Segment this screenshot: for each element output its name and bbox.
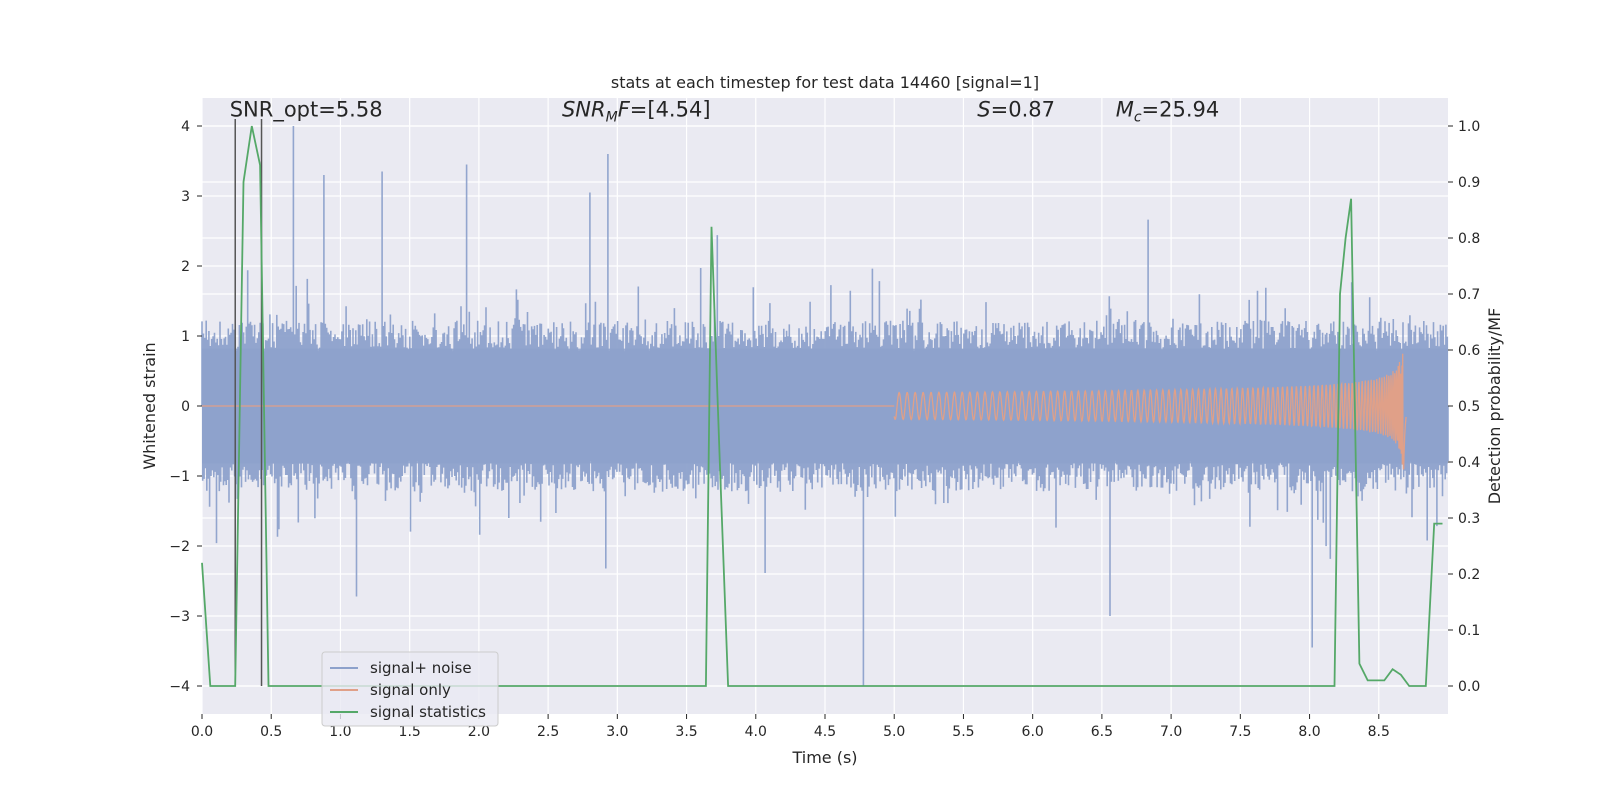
y2-tick-label: 0.2 [1458,567,1480,583]
y-tick-label: 3 [181,189,190,205]
y2-axis-label: Detection probability/MF [1485,308,1504,505]
annotation-text: Mc=25.94 [1116,98,1220,126]
y2-tick-label: 0.8 [1458,231,1480,247]
x-tick-label: 5.5 [952,724,974,740]
x-axis-ticks: 0.0 0.5 1.0 1.5 2.0 2.5 3.0 3.5 4.0 4.5 5.0 5.5 6.0 6… [191,714,1390,740]
y2-tick-label: 0.4 [1458,455,1480,471]
legend-label-signal: signal only [370,681,451,699]
y2-tick-label: 0.9 [1458,175,1480,191]
y-tick-label: −1 [169,469,190,485]
x-tick-label: 2.0 [468,724,490,740]
x-tick-label: 2.5 [537,724,559,740]
noise-line [201,126,1449,686]
legend-box [321,651,499,727]
y-tick-label: −3 [169,609,190,625]
x-tick-label: 6.0 [1022,724,1044,740]
y-tick-label: 4 [181,119,190,135]
x-tick-label: 5.0 [883,724,905,740]
y-tick-label: 2 [181,259,190,275]
x-tick-label: 3.0 [606,724,628,740]
x-tick-label: 8.0 [1298,724,1320,740]
chart-title: stats at each timestep for test data 144… [611,73,1039,92]
annotations: SNR_opt=5.58 SNRMF=[4.54] S=0.87 Mc=25.94 [230,98,1220,126]
x-tick-label: 7.0 [1160,724,1182,740]
x-tick-label: 1.0 [329,724,351,740]
y-tick-label: 0 [181,399,190,415]
stats-line [201,125,1443,687]
x-tick-label: 4.5 [814,724,836,740]
y2-tick-label: 0.7 [1458,287,1480,303]
legend-label-stats: signal statistics [370,703,486,721]
signal-line [893,353,1407,470]
y2-tick-label: 1.0 [1458,119,1480,135]
x-axis-label: Time (s) [791,748,857,767]
annotation-text: S=0.87 [977,98,1055,122]
y-axis-label: Whitened strain [140,342,159,469]
y2-tick-label: 0.3 [1458,511,1480,527]
x-tick-label: 6.5 [1091,724,1113,740]
legend-label-noise: signal+ noise [370,659,472,677]
y2-tick-label: 0.0 [1458,679,1480,695]
y2-tick-label: 0.5 [1458,399,1480,415]
x-tick-label: 8.5 [1368,724,1390,740]
noise-series [201,126,1449,686]
y2-axis-ticks: 0.0 0.1 0.2 0.3 0.4 0.5 0.6 0.7 0.8 0.9 1.0 [1448,119,1480,695]
x-tick-label: 3.5 [675,724,697,740]
y2-tick-label: 0.6 [1458,343,1480,359]
x-tick-label: 7.5 [1229,724,1251,740]
y-tick-label: −2 [169,539,190,555]
y-tick-label: −4 [169,679,190,695]
annotation-text: SNRMF=[4.54] [562,98,711,126]
x-tick-label: 0.0 [191,724,213,740]
annotation-text: SNR_opt=5.58 [230,98,383,123]
legend: signal+ noise signal only signal statist… [321,651,499,727]
y-axis-ticks: −4 −3 −2 −1 0 1 2 3 4 [169,119,202,695]
x-tick-label: 1.5 [399,724,421,740]
x-tick-label: 4.0 [745,724,767,740]
signal-series [202,353,1407,470]
y2-tick-label: 0.1 [1458,623,1480,639]
stats-series [201,125,1443,687]
x-tick-label: 0.5 [260,724,282,740]
y-tick-label: 1 [181,329,190,345]
